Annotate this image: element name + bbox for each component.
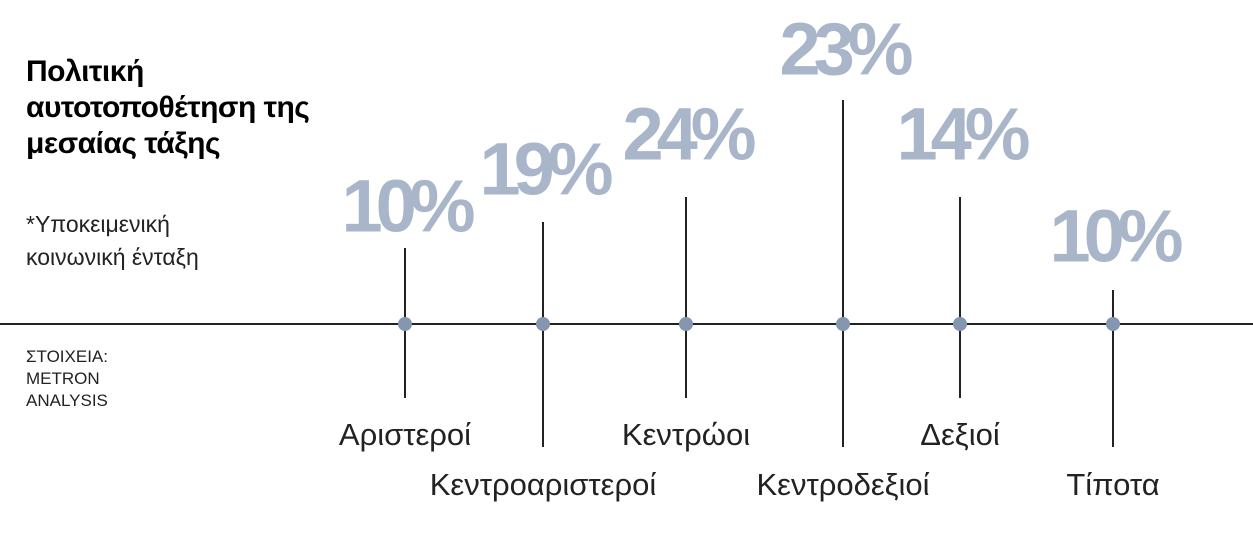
value-label: 19% (479, 128, 611, 211)
dot (398, 317, 412, 331)
category-label: Δεξιοί (920, 417, 1000, 452)
category-label: Αριστεροί (339, 417, 471, 452)
dot (953, 317, 967, 331)
source-note: ΣΤΟΙΧΕΙΑ: METRON ANALYSIS (26, 347, 108, 410)
chart-title: Πολιτική αυτοτοποθέτηση της μεσαίας τάξη… (26, 55, 310, 160)
value-label: 10% (1049, 195, 1181, 278)
dot (836, 317, 850, 331)
dot (679, 317, 693, 331)
value-label: 23% (779, 8, 911, 91)
category-label: Κεντρώοι (622, 417, 750, 452)
value-label: 10% (341, 165, 473, 248)
dot (1106, 317, 1120, 331)
category-label: Κεντροδεξιοί (756, 467, 929, 502)
chart-subtitle: *Υποκειμενική κοινωνική ένταξη (26, 211, 199, 270)
category-label: Κεντροαριστεροί (430, 467, 657, 502)
dot (536, 317, 550, 331)
value-label: 14% (896, 93, 1028, 176)
category-label: Τίποτα (1066, 467, 1159, 502)
value-label: 24% (622, 93, 754, 176)
